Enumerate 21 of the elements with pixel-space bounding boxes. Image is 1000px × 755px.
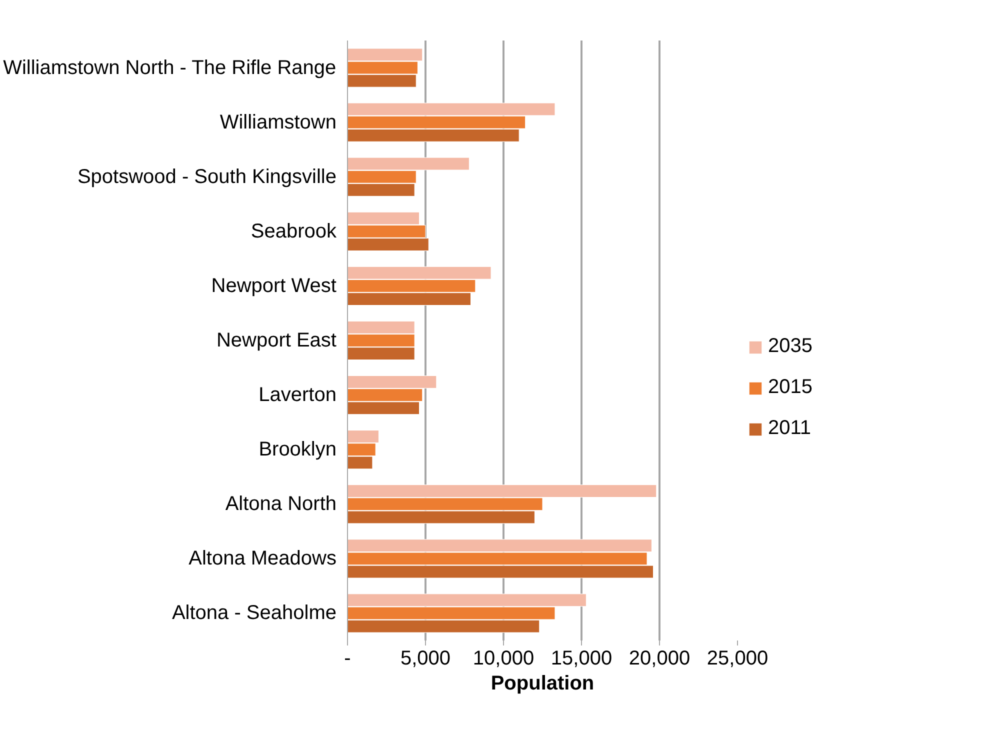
legend-label: 2035 (768, 335, 812, 358)
legend-label: 2011 (768, 417, 812, 440)
x-tick-label: 15,000 (550, 648, 612, 670)
x-tick-label: 25,000 (706, 648, 768, 670)
y-tick-label: Brooklyn (258, 438, 336, 461)
y-tick-label: Altona North (225, 493, 336, 516)
x-axis-title: Population (490, 672, 594, 694)
y-tick-label: Altona - Seaholme (172, 602, 337, 624)
y-tick-label: Newport East (216, 330, 337, 352)
y-tick-label: Williamstown (220, 111, 337, 134)
y-tick-label: Altona Meadows (188, 548, 337, 570)
y-tick-label: Williamstown North - The Rifle Range (3, 56, 336, 79)
x-tick-label: 5,000 (400, 648, 451, 670)
y-tick-label: Laverton (258, 384, 337, 406)
y-tick-label: Newport West (211, 274, 337, 297)
y-tick-label: Seabrook (250, 220, 338, 242)
x-tick-label: - (344, 648, 351, 670)
x-tick-label: 10,000 (472, 648, 534, 670)
y-tick-label: Spotswood - South Kingsville (77, 166, 337, 188)
legend-label: 2015 (768, 376, 812, 399)
x-tick-label: 20,000 (628, 648, 690, 670)
